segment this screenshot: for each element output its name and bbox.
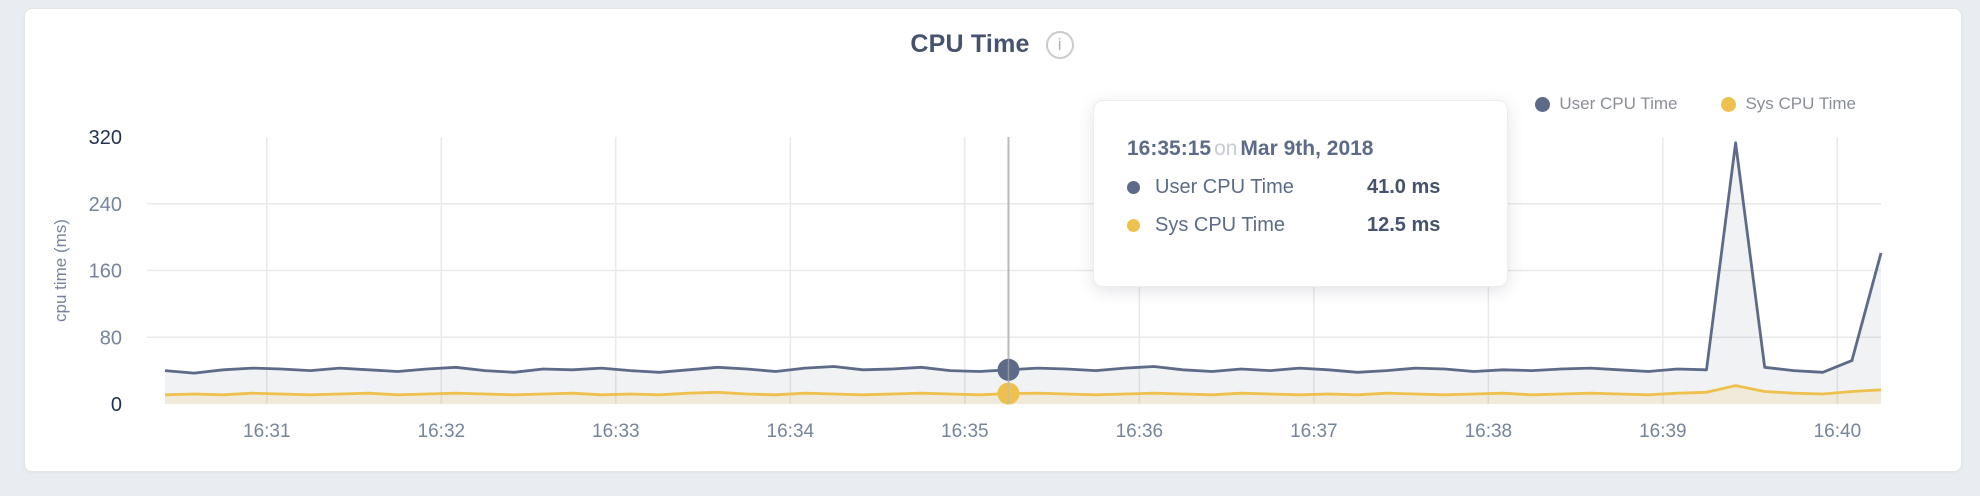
chart-legend: User CPU Time Sys CPU Time	[0, 94, 1856, 114]
svg-text:16:36: 16:36	[1116, 421, 1164, 442]
chart-title: CPU Time	[910, 30, 1030, 58]
tooltip-timestamp: 16:35:15 on Mar 9th, 2018	[1127, 137, 1507, 161]
svg-text:16:31: 16:31	[243, 421, 291, 442]
tooltip-conjunction: on	[1214, 137, 1238, 160]
sys-series-dot-icon	[1721, 96, 1737, 112]
svg-text:16:37: 16:37	[1290, 421, 1338, 442]
svg-text:16:39: 16:39	[1639, 421, 1687, 442]
svg-text:320: 320	[89, 127, 122, 149]
tooltip-date: Mar 9th, 2018	[1240, 137, 1374, 160]
user-cpu-area	[165, 142, 1881, 405]
svg-text:16:33: 16:33	[592, 421, 640, 442]
svg-text:160: 160	[89, 261, 122, 283]
svg-text:16:40: 16:40	[1814, 421, 1862, 442]
user-series-dot-icon	[1535, 96, 1551, 112]
tooltip-row-user: User CPU Time 41.0 ms	[1127, 176, 1507, 199]
sys-series-dot-icon	[1127, 219, 1140, 232]
svg-text:240: 240	[89, 194, 122, 216]
tooltip-series-value: 12.5 ms	[1367, 214, 1441, 236]
legend-label: User CPU Time	[1559, 94, 1678, 113]
legend-item-user-cpu-time[interactable]: User CPU Time	[1535, 94, 1677, 114]
sys-cpu-line	[164, 384, 1882, 397]
chart-tooltip: 16:35:15 on Mar 9th, 2018 User CPU Time 41…	[1093, 100, 1508, 287]
svg-text:16:34: 16:34	[767, 421, 815, 442]
svg-text:16:32: 16:32	[418, 421, 466, 442]
tooltip-series-value: 41.0 ms	[1367, 176, 1441, 198]
legend-label: Sys CPU Time	[1745, 94, 1856, 113]
user-series-dot-icon	[1127, 181, 1140, 194]
svg-text:cpu time (ms): cpu time (ms)	[51, 219, 70, 322]
user-cpu-line	[164, 141, 1883, 375]
svg-text:16:38: 16:38	[1465, 421, 1513, 442]
tooltip-time: 16:35:15	[1127, 137, 1212, 160]
info-icon[interactable]: i	[1045, 30, 1074, 59]
chart-header: CPU Time i	[24, 30, 1960, 59]
tooltip-series-label: Sys CPU Time	[1155, 214, 1286, 236]
svg-text:0: 0	[111, 394, 122, 416]
tooltip-series-label: User CPU Time	[1155, 176, 1294, 198]
svg-text:80: 80	[100, 327, 122, 349]
svg-text:16:35: 16:35	[941, 421, 989, 442]
tooltip-row-sys: Sys CPU Time 12.5 ms	[1127, 214, 1507, 237]
legend-item-sys-cpu-time[interactable]: Sys CPU Time	[1721, 94, 1856, 114]
